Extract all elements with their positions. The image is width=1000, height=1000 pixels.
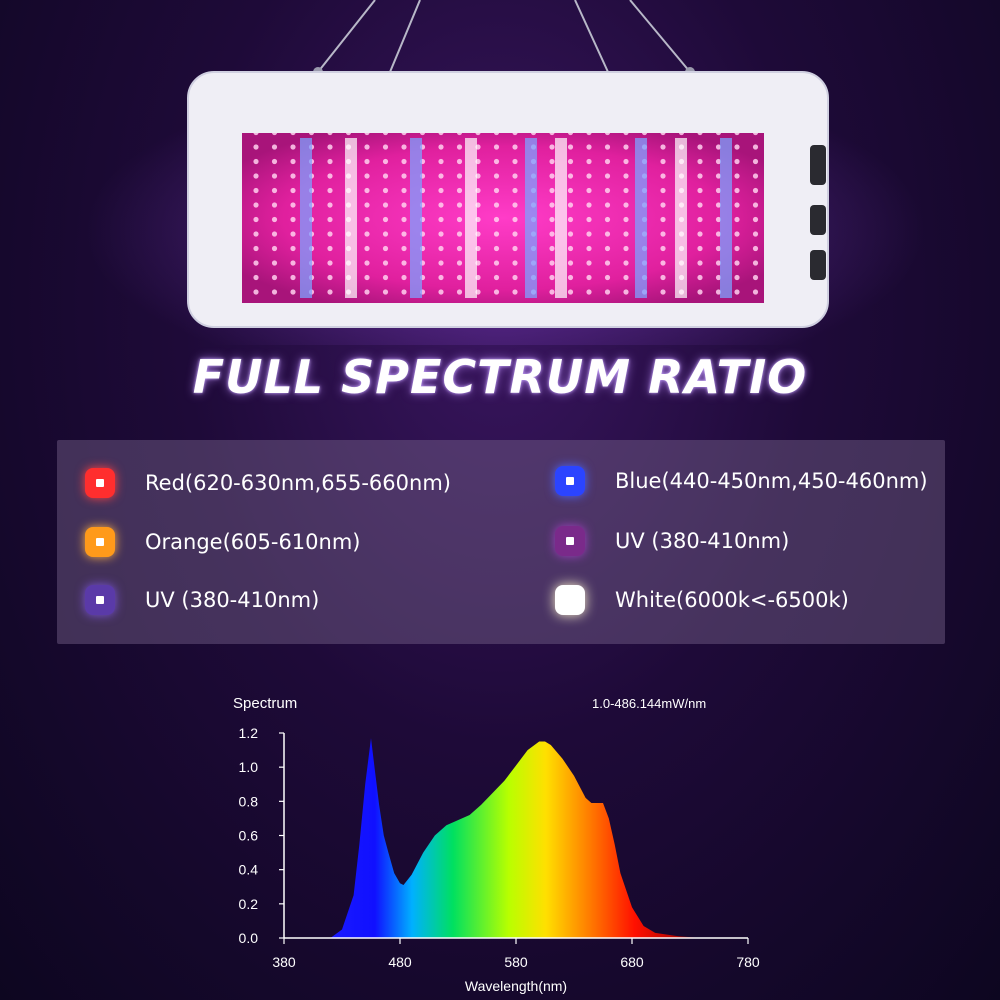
- legend-item-uv-left: UV (380-410nm): [85, 583, 319, 617]
- legend-item-white: White(6000k<-6500k): [555, 583, 849, 617]
- legend-label: UV (380-410nm): [145, 588, 320, 612]
- red-led-icon: [85, 468, 115, 498]
- led-grow-light-image: [85, 0, 925, 345]
- white-led-icon: [555, 585, 585, 615]
- x-tick-label: 680: [620, 954, 644, 970]
- y-tick-label: 0.6: [239, 828, 259, 844]
- spectrum-chart: Spectrum 1.0-486.144mW/nm 0.0 0.2 0.4 0.6 0.…: [233, 695, 760, 994]
- spectrum-area: [330, 738, 702, 938]
- page-title: FULL SPECTRUM RATIO: [192, 350, 808, 404]
- x-tick-label: 380: [272, 954, 296, 970]
- x-tick-label: 780: [736, 954, 760, 970]
- legend-label: Blue(440-450nm,450-460nm): [615, 469, 928, 493]
- chart-subtitle: 1.0-486.144mW/nm: [592, 696, 706, 711]
- legend-item-orange: Orange(605-610nm): [85, 525, 361, 559]
- y-tick-label: 1.0: [239, 759, 259, 775]
- spectrum-legend: Red(620-630nm,655-660nm) Blue(440-450nm,…: [57, 440, 945, 644]
- y-tick-label: 0.0: [239, 930, 259, 946]
- x-axis-label: Wavelength(nm): [465, 978, 567, 994]
- orange-led-icon: [85, 527, 115, 557]
- y-tick-label: 0.8: [239, 793, 259, 809]
- legend-label: White(6000k<-6500k): [615, 588, 849, 612]
- legend-item-blue: Blue(440-450nm,450-460nm): [555, 464, 928, 498]
- x-tick-label: 580: [504, 954, 528, 970]
- y-tick-label: 0.2: [239, 896, 259, 912]
- legend-item-red: Red(620-630nm,655-660nm): [85, 466, 451, 500]
- chart-title: Spectrum: [233, 695, 297, 712]
- legend-label: Red(620-630nm,655-660nm): [145, 471, 451, 495]
- x-tick-label: 480: [388, 954, 412, 970]
- uv-led-icon: [555, 526, 585, 556]
- blue-led-icon: [555, 466, 585, 496]
- y-tick-label: 0.4: [239, 862, 259, 878]
- legend-item-uv-right: UV (380-410nm): [555, 524, 789, 558]
- legend-label: Orange(605-610nm): [145, 530, 361, 554]
- y-tick-label: 1.2: [239, 725, 259, 741]
- uv-led-icon: [85, 585, 115, 615]
- legend-label: UV (380-410nm): [615, 529, 790, 553]
